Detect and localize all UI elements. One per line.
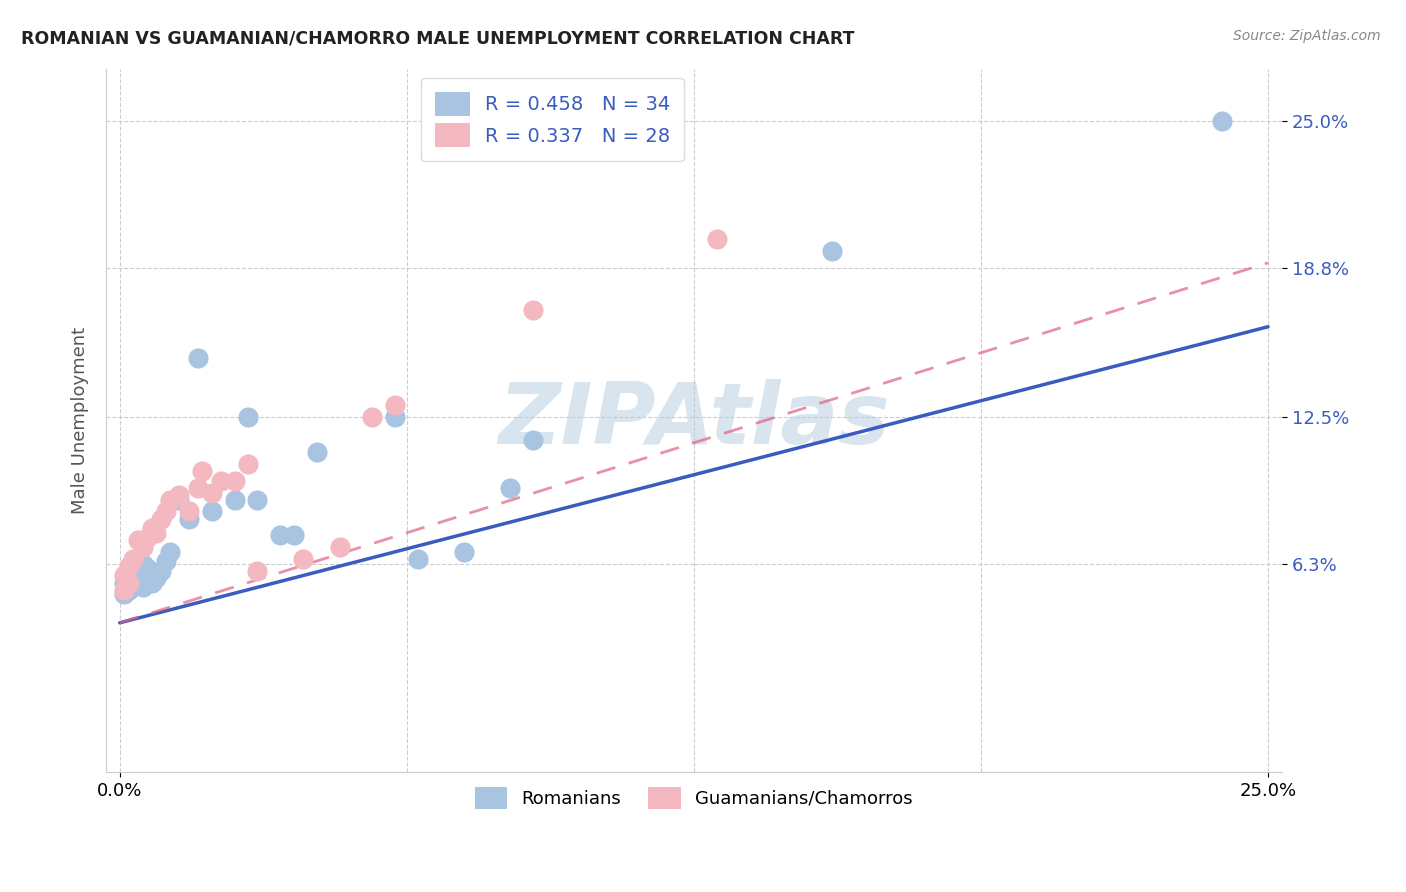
- Point: [499, 481, 522, 495]
- Point: [118, 582, 141, 597]
- Point: [307, 445, 329, 459]
- Point: [187, 351, 209, 365]
- Legend: Romanians, Guamanians/Chamorros: Romanians, Guamanians/Chamorros: [467, 780, 921, 816]
- Point: [118, 568, 141, 582]
- Point: [177, 511, 200, 525]
- Point: [122, 575, 145, 590]
- Text: ZIPAtlas: ZIPAtlas: [498, 379, 890, 462]
- Point: [136, 575, 159, 590]
- Point: [112, 582, 135, 597]
- Point: [200, 504, 222, 518]
- Point: [1211, 113, 1233, 128]
- Point: [522, 303, 544, 318]
- Point: [191, 464, 214, 478]
- Point: [177, 504, 200, 518]
- Point: [292, 552, 315, 566]
- Point: [238, 457, 260, 471]
- Point: [159, 492, 181, 507]
- Point: [155, 554, 177, 568]
- Point: [127, 571, 149, 585]
- Point: [122, 552, 145, 566]
- Point: [112, 568, 135, 582]
- Point: [131, 580, 153, 594]
- Point: [141, 575, 163, 590]
- Point: [118, 575, 141, 590]
- Point: [522, 434, 544, 448]
- Point: [269, 528, 291, 542]
- Point: [283, 528, 305, 542]
- Point: [169, 492, 191, 507]
- Point: [246, 564, 269, 578]
- Point: [224, 492, 246, 507]
- Point: [224, 474, 246, 488]
- Point: [145, 525, 167, 540]
- Point: [246, 492, 269, 507]
- Point: [384, 398, 406, 412]
- Point: [112, 575, 135, 590]
- Point: [329, 540, 352, 554]
- Point: [453, 545, 475, 559]
- Point: [150, 511, 173, 525]
- Point: [136, 561, 159, 575]
- Point: [127, 554, 149, 568]
- Point: [821, 244, 844, 258]
- Point: [122, 559, 145, 574]
- Point: [150, 564, 173, 578]
- Point: [118, 559, 141, 574]
- Point: [145, 571, 167, 585]
- Point: [406, 552, 429, 566]
- Point: [200, 485, 222, 500]
- Point: [131, 557, 153, 571]
- Y-axis label: Male Unemployment: Male Unemployment: [72, 326, 89, 514]
- Point: [384, 409, 406, 424]
- Text: Source: ZipAtlas.com: Source: ZipAtlas.com: [1233, 29, 1381, 44]
- Text: ROMANIAN VS GUAMANIAN/CHAMORRO MALE UNEMPLOYMENT CORRELATION CHART: ROMANIAN VS GUAMANIAN/CHAMORRO MALE UNEM…: [21, 29, 855, 47]
- Point: [238, 409, 260, 424]
- Point: [209, 474, 232, 488]
- Point: [127, 533, 149, 547]
- Point: [361, 409, 384, 424]
- Point: [187, 481, 209, 495]
- Point: [155, 504, 177, 518]
- Point: [131, 540, 153, 554]
- Point: [136, 531, 159, 545]
- Point: [141, 521, 163, 535]
- Point: [169, 488, 191, 502]
- Point: [112, 587, 135, 601]
- Point: [159, 545, 181, 559]
- Point: [706, 232, 728, 246]
